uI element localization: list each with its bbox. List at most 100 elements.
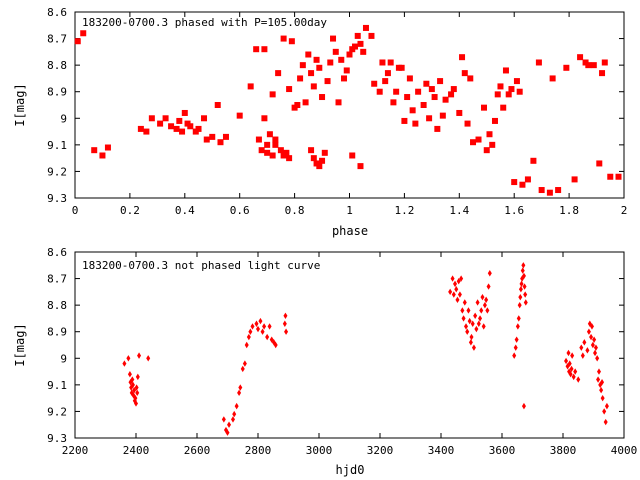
unphased-data-point [600, 379, 605, 386]
unphased-data-point [457, 291, 462, 298]
phased-x-tick-label: 0.8 [285, 204, 305, 217]
unphased-y-tick-label: 8.6 [47, 246, 67, 259]
phased-data-point [599, 70, 606, 77]
phased-data-point [341, 75, 348, 82]
phased-data-point [459, 54, 466, 61]
phased-data-point [423, 80, 430, 87]
phased-chart-title: 183200-0700.3 phased with P=105.00day [82, 16, 327, 29]
unphased-data-point [265, 333, 270, 341]
phased-data-point [415, 88, 422, 95]
phased-data-point [258, 147, 265, 154]
unphased-data-point [267, 323, 272, 330]
phased-data-point [261, 115, 268, 122]
phased-x-tick-label: 0.2 [120, 204, 140, 217]
phased-data-point [513, 78, 520, 85]
phased-data-point [324, 78, 331, 85]
unphased-data-point [234, 402, 239, 410]
unphased-x-tick-label: 2200 [62, 444, 89, 457]
unphased-data-point [464, 323, 469, 330]
phased-data-point [615, 173, 622, 180]
unphased-data-point [593, 344, 598, 351]
unphased-data-point [486, 283, 491, 290]
phased-x-tick-label: 1.8 [559, 204, 579, 217]
unphased-y-tick-label: 8.8 [47, 299, 67, 312]
unphased-data-point [244, 341, 249, 349]
phased-data-point [137, 125, 144, 132]
phased-data-point [280, 35, 287, 42]
unphased-data-point [238, 384, 243, 391]
unphased-data-point [248, 328, 253, 335]
unphased-data-point [448, 288, 453, 296]
unphased-data-point [461, 315, 466, 322]
unphased-data-point [522, 283, 527, 290]
phased-data-point [179, 128, 186, 135]
phased-data-point [519, 181, 526, 188]
unphased-data-point [595, 355, 600, 362]
unphased-data-point [604, 402, 609, 410]
unphased-light-curve-panel: 183200-0700.3 not phased light curve hjd… [13, 246, 637, 477]
phased-data-point [319, 94, 326, 101]
phased-data-point [269, 152, 276, 159]
phased-data-point [555, 187, 562, 194]
unphased-data-point [230, 416, 235, 423]
unphased-data-point [480, 293, 485, 301]
unphased-data-point [589, 333, 594, 341]
phased-data-point [308, 147, 315, 154]
unphased-data-point [237, 389, 242, 397]
unphased-data-point [130, 381, 135, 389]
phased-data-point [299, 62, 306, 69]
phased-data-point [80, 30, 87, 37]
phased-data-point [530, 157, 537, 164]
unphased-data-point [455, 296, 460, 304]
phased-data-point [371, 80, 378, 87]
unphased-x-tick-label: 2400 [123, 444, 150, 457]
phased-data-point [255, 136, 262, 143]
phased-data-point [330, 35, 337, 42]
phased-data-point [104, 144, 111, 151]
phased-data-point [176, 117, 183, 124]
phased-data-point [426, 115, 433, 122]
phased-data-point [201, 115, 208, 122]
phased-data-point [286, 86, 293, 93]
unphased-x-tick-label: 2800 [245, 444, 272, 457]
unphased-data-point [596, 368, 601, 375]
phased-data-point [376, 88, 383, 95]
unphased-data-point [469, 333, 474, 341]
unphased-data-point [471, 344, 476, 351]
unphased-data-point [467, 317, 472, 325]
phased-y-tick-label: 9.3 [47, 192, 67, 205]
phased-x-tick-label: 0.4 [175, 204, 195, 217]
unphased-data-point [521, 402, 526, 410]
phased-data-point [99, 152, 106, 159]
unphased-y-tick-label: 9.3 [47, 432, 67, 445]
unphased-data-point [135, 373, 140, 381]
phased-x-tick-label: 0.6 [230, 204, 250, 217]
phased-data-point [316, 64, 323, 71]
phased-data-point [321, 149, 328, 156]
unphased-data-point [519, 280, 524, 288]
unphased-data-point [487, 270, 492, 277]
unphased-data-point [512, 352, 517, 359]
phased-y-tick-label: 8.7 [47, 33, 67, 46]
phased-data-point [390, 99, 397, 106]
unphased-y-tick-label: 8.9 [47, 326, 67, 339]
unphased-data-point [569, 365, 574, 373]
phased-y-tick-label: 8.6 [47, 6, 67, 19]
unphased-x-tick-label: 3200 [367, 444, 394, 457]
phased-data-point [401, 117, 408, 124]
phased-data-point [431, 94, 438, 101]
unphased-y-tick-label: 9.1 [47, 379, 67, 392]
unphased-data-point [122, 360, 127, 367]
phased-data-point [74, 38, 81, 45]
phased-data-point [461, 70, 468, 77]
phased-y-tick-label: 9 [60, 112, 67, 125]
phased-data-point [308, 70, 315, 77]
unphased-data-point [221, 416, 226, 423]
unphased-data-point [473, 312, 478, 319]
unphased-data-point [515, 323, 520, 330]
unphased-data-point [580, 352, 585, 359]
unphased-data-point [600, 394, 605, 402]
unphased-y-tick-label: 9 [60, 352, 67, 365]
unphased-y-axis-label: I[mag] [13, 323, 27, 366]
phased-data-point [516, 88, 523, 95]
